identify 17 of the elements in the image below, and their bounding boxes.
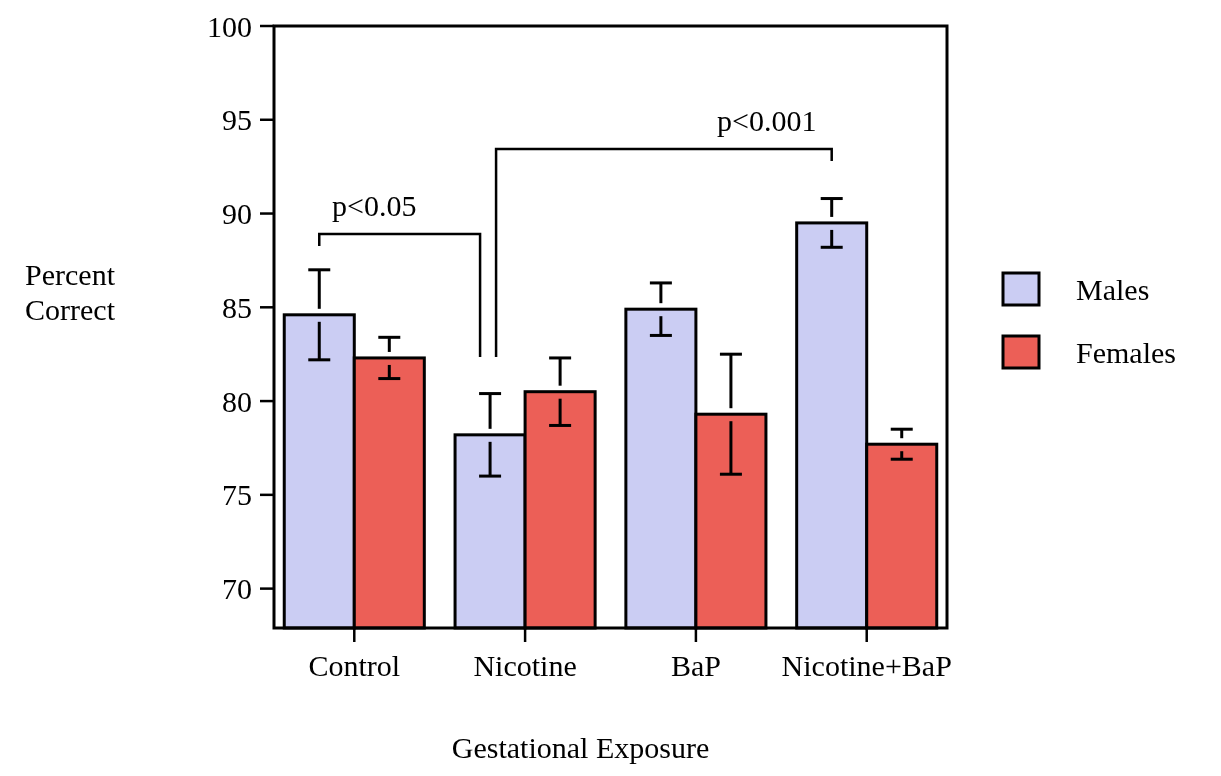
- annotation: p<0.001: [716, 104, 817, 137]
- y-tick-label: 75: [222, 478, 252, 512]
- y-tick-label: 85: [222, 290, 252, 324]
- x-tick-label: BaP: [670, 649, 721, 682]
- y-tick-label: 70: [222, 572, 252, 606]
- legend-label: Males: [1076, 272, 1150, 306]
- x-tick-label: Nicotine+BaP: [781, 649, 952, 682]
- y-axis-title: Percent Correct: [25, 258, 116, 326]
- y-tick-label: 100: [207, 9, 252, 43]
- x-axis-title: Gestational Exposure: [451, 731, 710, 764]
- y-tick-label: 90: [222, 197, 252, 231]
- legend-label: Females: [1076, 335, 1176, 369]
- annotation: p<0.05: [332, 189, 417, 222]
- x-tick-label: Control: [308, 649, 401, 682]
- y-tick-label: 95: [222, 103, 252, 137]
- y-tick-label: 80: [222, 384, 252, 418]
- x-tick-label: Nicotine: [473, 649, 577, 682]
